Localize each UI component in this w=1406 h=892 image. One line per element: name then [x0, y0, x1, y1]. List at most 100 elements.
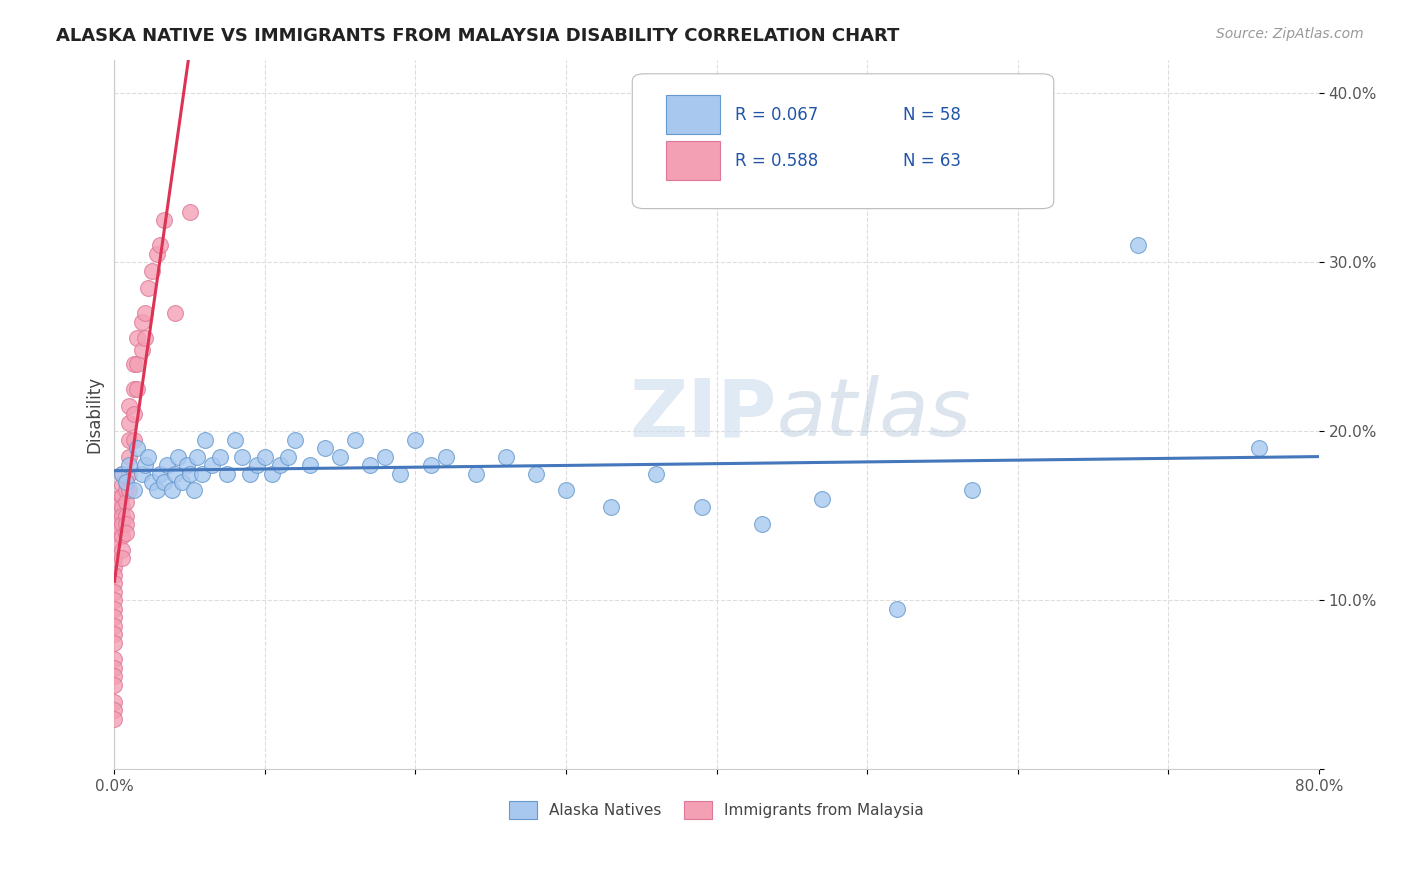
Text: R = 0.588: R = 0.588 [734, 152, 818, 169]
Point [103, 508, 125, 523]
Point [115, 483, 138, 498]
Text: Source: ZipAtlas.com: Source: ZipAtlas.com [1216, 27, 1364, 41]
Text: ZIP: ZIP [630, 376, 776, 453]
Text: atlas: atlas [776, 376, 972, 453]
Point [156, 458, 179, 472]
Point [163, 306, 186, 320]
Point [118, 433, 141, 447]
Point [148, 238, 170, 252]
Point [103, 559, 125, 574]
Point [194, 433, 217, 447]
Point [690, 500, 713, 515]
Point [141, 264, 163, 278]
Point [277, 450, 299, 464]
Y-axis label: Disability: Disability [86, 376, 103, 453]
Point [329, 450, 352, 464]
Point [103, 568, 125, 582]
Point [148, 467, 170, 481]
Point [134, 331, 156, 345]
Point [111, 500, 134, 515]
Bar [666, 95, 720, 134]
Point [103, 627, 125, 641]
Point [600, 500, 623, 515]
Point [118, 483, 141, 498]
Point [103, 601, 125, 615]
Point [166, 450, 188, 464]
Point [115, 525, 138, 540]
Point [115, 495, 138, 509]
Point [231, 450, 253, 464]
Point [246, 458, 269, 472]
Point [160, 483, 183, 498]
Point [125, 357, 148, 371]
Point [344, 433, 367, 447]
Point [179, 204, 201, 219]
Point [224, 433, 246, 447]
Point [190, 467, 212, 481]
Point [115, 475, 138, 489]
Point [374, 450, 396, 464]
Point [111, 517, 134, 532]
Point [134, 458, 156, 472]
Point [103, 517, 125, 532]
Point [886, 601, 908, 615]
Point [208, 450, 231, 464]
Point [253, 450, 276, 464]
Point [153, 213, 176, 227]
Point [136, 281, 159, 295]
Point [131, 467, 153, 481]
Point [103, 703, 125, 717]
FancyBboxPatch shape [633, 74, 1053, 209]
Point [524, 467, 547, 481]
Point [115, 475, 138, 489]
Point [118, 399, 141, 413]
Point [103, 635, 125, 649]
Point [103, 652, 125, 666]
Point [284, 433, 307, 447]
Point [122, 382, 145, 396]
Point [217, 467, 239, 481]
Point [645, 467, 668, 481]
Point [269, 458, 291, 472]
Point [125, 382, 148, 396]
Point [239, 467, 262, 481]
Point [179, 467, 201, 481]
Point [131, 314, 153, 328]
Point [134, 306, 156, 320]
Point [434, 450, 457, 464]
Text: ALASKA NATIVE VS IMMIGRANTS FROM MALAYSIA DISABILITY CORRELATION CHART: ALASKA NATIVE VS IMMIGRANTS FROM MALAYSI… [56, 27, 900, 45]
Point [405, 433, 427, 447]
Point [122, 483, 145, 498]
Legend: Alaska Natives, Immigrants from Malaysia: Alaska Natives, Immigrants from Malaysia [503, 795, 929, 825]
Point [111, 478, 134, 492]
Point [103, 525, 125, 540]
Point [176, 458, 198, 472]
Point [163, 467, 186, 481]
Point [186, 450, 208, 464]
Point [115, 508, 138, 523]
Point [389, 467, 412, 481]
Point [103, 585, 125, 599]
Point [111, 508, 134, 523]
Point [103, 618, 125, 632]
Point [103, 593, 125, 607]
Point [141, 475, 163, 489]
Point [962, 483, 984, 498]
Point [751, 517, 773, 532]
Point [172, 475, 194, 489]
Point [145, 247, 167, 261]
Point [118, 467, 141, 481]
Point [111, 529, 134, 543]
Point [111, 467, 134, 481]
Point [314, 442, 336, 456]
Point [103, 712, 125, 726]
Point [111, 467, 134, 481]
Point [495, 450, 517, 464]
Text: R = 0.067: R = 0.067 [734, 105, 818, 124]
Point [201, 458, 224, 472]
Text: N = 63: N = 63 [903, 152, 962, 169]
Point [118, 416, 141, 430]
Point [103, 678, 125, 692]
Point [125, 442, 148, 456]
Point [145, 483, 167, 498]
